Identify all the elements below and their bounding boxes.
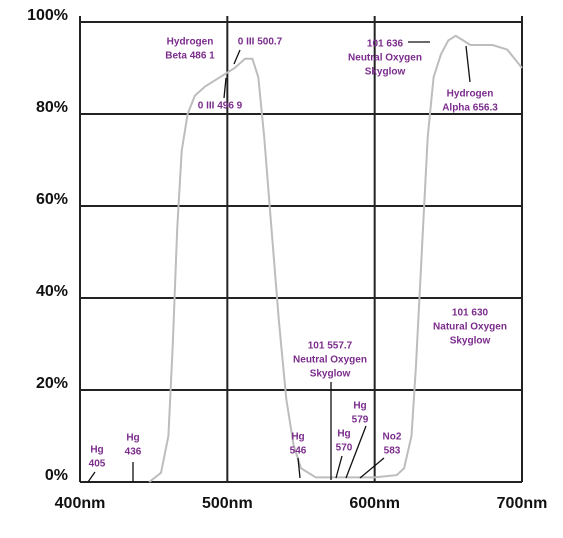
x-tick-label: 700nm: [497, 495, 548, 512]
y-tick-label: 80%: [36, 99, 68, 116]
annotation: Skyglow: [450, 336, 491, 347]
annotation: Neutral Oxygen: [348, 53, 422, 64]
annotation: Alpha 656.3: [442, 103, 498, 114]
annotation: Skyglow: [365, 67, 406, 78]
annotation: Hydrogen: [447, 89, 494, 100]
annotation: 546: [290, 446, 307, 457]
annotation-pointer: [297, 457, 301, 479]
annotation: 0 III 496 9: [198, 101, 243, 112]
annotation: 101 557.7: [308, 341, 353, 352]
annotation: No2: [383, 432, 402, 443]
annotation: 583: [384, 446, 401, 457]
annotation: Beta 486 1: [165, 51, 215, 62]
annotation: 0 III 500.7: [238, 37, 283, 48]
annotation: Hg: [353, 401, 366, 412]
annotation: Neutral Oxygen: [293, 355, 367, 366]
annotation-pointer: [233, 49, 241, 65]
annotation: Hg: [337, 429, 350, 440]
annotation: Hg: [90, 445, 103, 456]
annotation-pointer: [465, 45, 471, 83]
y-tick-label: 20%: [36, 375, 68, 392]
y-tick-label: 40%: [36, 283, 68, 300]
annotation: Natural Oxygen: [433, 322, 507, 333]
x-tick-label: 400nm: [55, 495, 106, 512]
annotation: 405: [89, 459, 106, 470]
annotation: 570: [336, 443, 353, 454]
annotation-pointer: [345, 425, 367, 479]
y-tick-label: 60%: [36, 191, 68, 208]
annotation: 101 636: [367, 39, 404, 50]
y-tick-label: 100%: [27, 7, 68, 24]
annotation-pointer: [359, 457, 385, 479]
annotation-pointer: [223, 77, 227, 99]
annotation: 101 630: [452, 308, 489, 319]
annotation-pointer: [335, 455, 343, 479]
annotation-pointer: [87, 471, 96, 483]
transmission-curve: [148, 34, 523, 483]
y-tick-label: 0%: [45, 467, 68, 484]
annotation: Hydrogen: [167, 37, 214, 48]
annotation: Hg: [291, 432, 304, 443]
x-tick-label: 500nm: [202, 495, 253, 512]
annotation: Skyglow: [310, 369, 351, 380]
annotation: 436: [125, 447, 142, 458]
annotation: 579: [352, 415, 369, 426]
x-tick-label: 600nm: [349, 495, 400, 512]
annotation: Hg: [126, 433, 139, 444]
